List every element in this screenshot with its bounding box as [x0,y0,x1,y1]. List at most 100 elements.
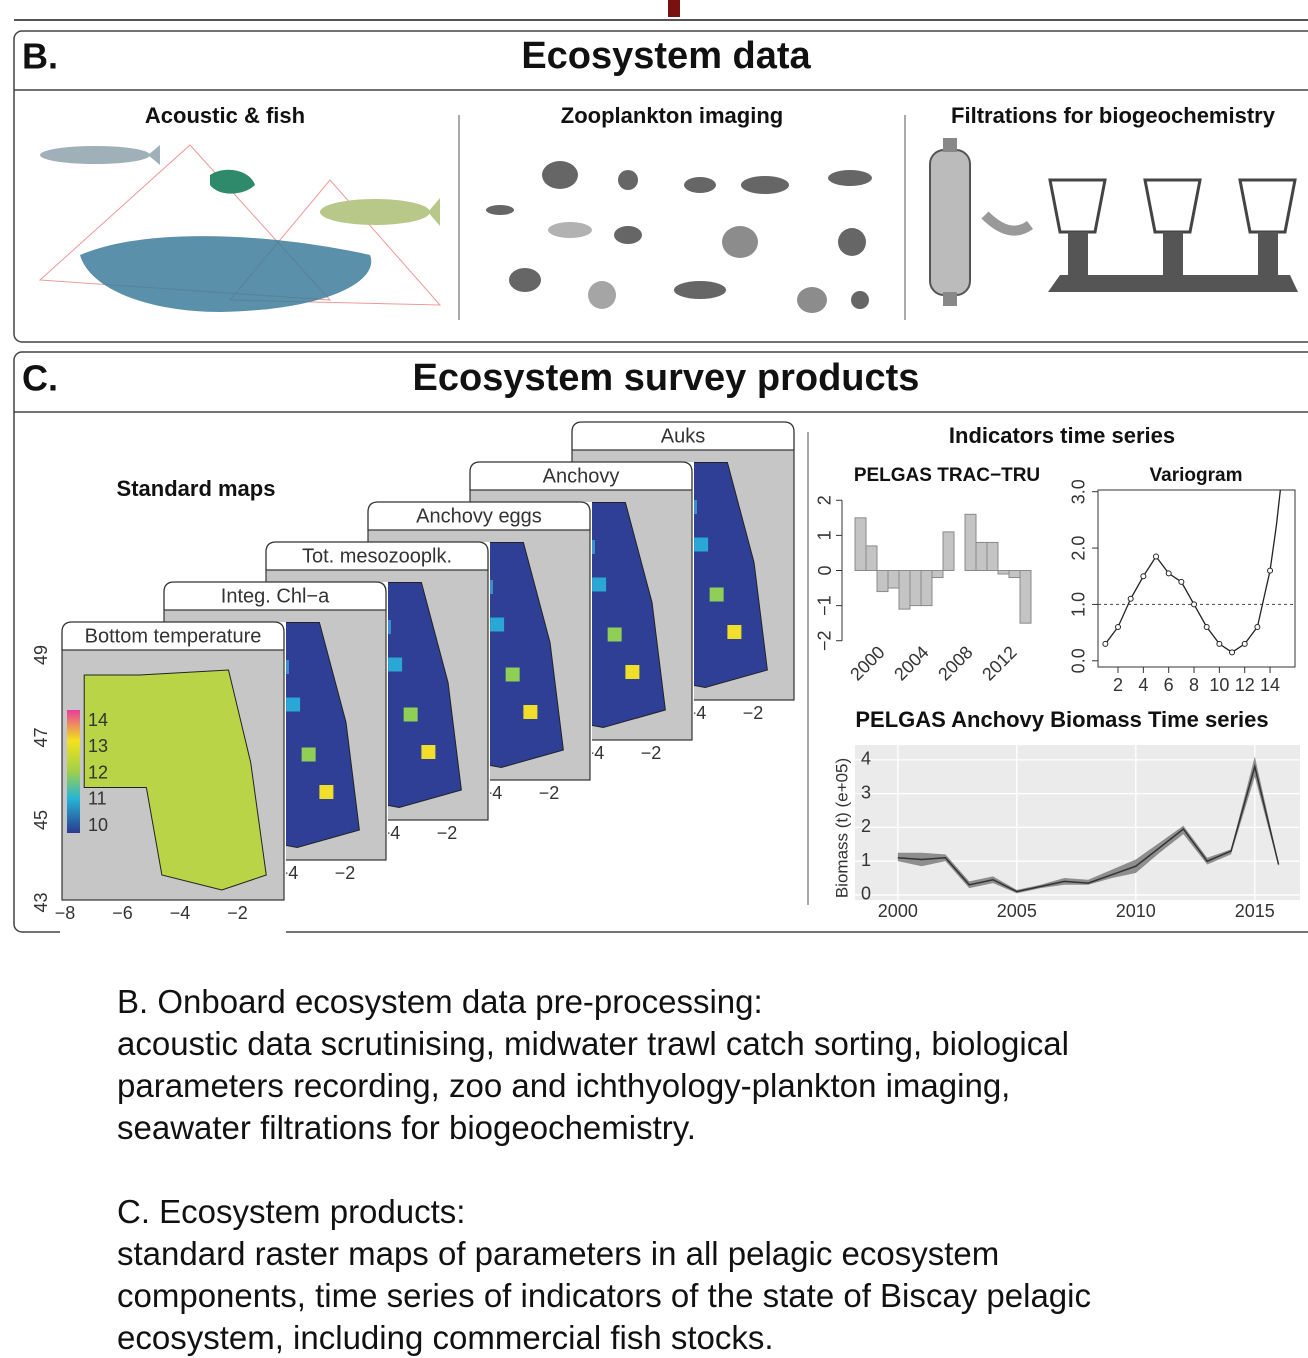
point [1255,624,1260,629]
map-title: Integ. Chl−a [221,585,330,607]
section-heading: Zooplankton imaging [561,103,783,128]
colorbar [67,710,80,833]
y-tick-label: 2 [861,816,871,836]
connector [668,0,680,17]
point [1242,641,1247,646]
map-x-tick-label: −6 [112,903,133,923]
colorbar-label: 14 [88,710,108,730]
panel-label: C. [22,358,58,399]
map-cell [302,748,316,762]
map-x-tick-label: −8 [55,903,76,923]
map-cell [592,578,606,592]
point [1192,602,1197,607]
y-tick-label: 3 [861,782,871,802]
point [1204,624,1209,629]
caption-line: acoustic data scrutinising, midwater tra… [117,1025,1069,1062]
y-tick-label: 1 [815,530,835,540]
map-x-tick-label: −4 [170,903,191,923]
map-title: Anchovy [543,465,620,487]
chart-title: PELGAS Anchovy Biomass Time series [855,707,1268,732]
section-heading: Acoustic & fish [145,103,305,128]
y-tick-label: 1 [861,850,871,870]
colorbar-label: 12 [88,762,108,782]
plot-frame [1098,490,1295,667]
colorbar-label: 13 [88,736,108,756]
point [1116,624,1121,629]
y-tick-label: 2 [815,495,835,505]
y-tick-label: 3.0 [1069,479,1089,504]
y-tick-label: 0 [815,565,835,575]
x-tick-label: 12 [1235,675,1255,695]
map-cell [608,628,622,642]
colorbar-label: 11 [88,789,107,809]
y-tick-label: 4 [861,749,871,769]
map-cell [694,538,708,552]
map-y-tick-label: 49 [31,645,51,665]
bar [877,571,888,592]
y-tick-label: 0.0 [1069,648,1089,673]
x-tick-label: 2005 [997,901,1037,921]
panel-label: B. [22,36,58,77]
point [1268,568,1273,573]
x-tick-label: 2010 [1116,901,1156,921]
x-tick-label: 2008 [934,642,976,684]
point [1128,596,1133,601]
bar [921,571,932,606]
chart-title: PELGAS TRAC−TRU [854,465,1040,486]
point [1230,650,1235,655]
bar [932,571,943,578]
caption-line: C. Ecosystem products: [117,1193,465,1230]
map-cell [727,625,741,639]
section-heading: Filtrations for biogeochemistry [951,103,1276,128]
maps-heading: Standard maps [117,476,276,501]
map-title: Anchovy eggs [416,505,542,527]
caption: B. Onboard ecosystem data pre-processing… [117,983,1091,1356]
map-x-tick-label: −2 [335,863,356,883]
map-cell [625,665,639,679]
caption-line: B. Onboard ecosystem data pre-processing… [117,983,763,1020]
y-tick-label: 1.0 [1069,592,1089,617]
x-tick-label: 4 [1138,675,1148,695]
bar [1009,571,1020,578]
caption-line: standard raster maps of parameters in al… [117,1235,999,1272]
x-tick-label: 14 [1260,675,1280,695]
caption-line: components, time series of indicators of… [117,1277,1091,1314]
map-cell [319,785,333,799]
y-tick-label: 0 [861,884,871,904]
map-title: Tot. mesozooplk. [302,545,452,567]
x-tick-label: 6 [1164,675,1174,695]
x-tick-label: 10 [1209,675,1229,695]
x-tick-label: 2012 [978,642,1020,684]
y-tick-label: −2 [815,630,835,651]
panel-title: Ecosystem data [521,35,811,77]
map-cell [388,658,402,672]
chart-title: Variogram [1150,465,1243,486]
map-x-tick-label: −2 [743,703,764,723]
map-cell [421,745,435,759]
bar [943,532,954,571]
map-y-tick-label: 45 [31,810,51,830]
bar [965,514,976,570]
map-cell [286,698,300,712]
caption-line: parameters recording, zoo and ichthyolog… [117,1067,1010,1104]
map-card: Bottom temperature−8−6−4−249474543141312… [31,622,286,934]
map-title: Auks [661,425,705,447]
point [1154,554,1159,559]
x-tick-label: 2 [1113,675,1123,695]
point [1141,574,1146,579]
map-title: Bottom temperature [85,625,262,647]
map-cell [490,618,504,632]
x-tick-label: 8 [1189,675,1199,695]
plot-background [855,745,1300,900]
map-x-tick-label: −2 [227,903,248,923]
indicators-heading: Indicators time series [949,423,1175,448]
filtration-illustration [930,138,1298,306]
bar [899,571,910,610]
bar [855,518,866,571]
colorbar-label: 10 [88,815,108,835]
map-x-tick-label: −2 [437,823,458,843]
bar [987,542,998,570]
map-x-tick-label: −2 [539,783,560,803]
caption-line: ecosystem, including commercial fish sto… [117,1319,774,1356]
bar [866,546,877,571]
